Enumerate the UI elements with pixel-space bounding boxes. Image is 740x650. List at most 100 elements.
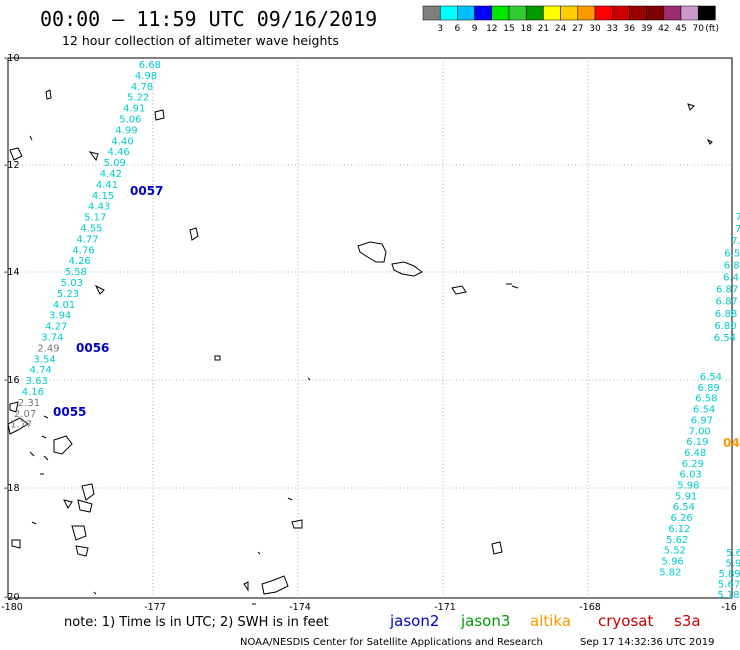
colorbar-label: 45 xyxy=(675,24,686,34)
colorbar-label: 9 xyxy=(472,24,478,34)
wave-height-value: 5.23 xyxy=(57,289,79,300)
wave-height-value: 4.98 xyxy=(135,71,157,82)
wave-height-value: 4.41 xyxy=(96,180,118,191)
wave-height-value: 4.77 xyxy=(76,234,98,245)
wave-height-value: 6.4 xyxy=(723,273,739,284)
colorbar-swatch xyxy=(560,5,579,21)
wave-height-value: 5.06 xyxy=(119,115,141,126)
lon-label: -174 xyxy=(289,602,311,613)
wave-height-value: 4.42 xyxy=(100,169,122,180)
colorbar-label: 3 xyxy=(437,24,443,34)
colorbar-label: 33 xyxy=(606,24,617,34)
wave-height-value: 6.87 xyxy=(716,285,738,296)
legend-jason2: jason2 xyxy=(389,612,439,630)
wave-height-value: 7.00 xyxy=(689,426,711,437)
colorbar-label: 6 xyxy=(455,24,461,34)
colorbar-swatch xyxy=(646,5,665,21)
footer-note: note: 1) Time is in UTC; 2) SWH is in fe… xyxy=(64,615,329,630)
island-outlines xyxy=(7,89,713,605)
wave-height-value: 6.97 xyxy=(691,415,713,426)
legend-s3a: s3a xyxy=(674,612,701,630)
wave-height-value: 4.76 xyxy=(72,245,94,256)
wave-height-value: 5.62 xyxy=(666,535,688,546)
legend-cryosat: cryosat xyxy=(598,612,653,630)
credit-text: NOAA/NESDIS Center for Satellite Applica… xyxy=(240,637,543,648)
wave-height-value: 6.54 xyxy=(693,405,715,416)
wave-height-value: 6.8 xyxy=(724,260,740,271)
lat-label: -18 xyxy=(4,483,20,494)
pass-time-label: 0056 xyxy=(76,341,109,355)
colorbar-swatch xyxy=(439,5,458,21)
wave-height-value: 4.99 xyxy=(115,125,137,136)
colorbar-swatch xyxy=(629,5,647,21)
wave-height-value: 7 xyxy=(736,212,740,223)
wave-height-value: 5.6 xyxy=(726,548,740,559)
wave-height-value: 6.80 xyxy=(714,321,736,332)
colorbar-label: 36 xyxy=(624,24,636,34)
wave-height-value: 6.89 xyxy=(698,383,720,394)
pass-time-label: 0057 xyxy=(130,184,163,198)
wave-height-value: 5.9 xyxy=(725,559,740,570)
wave-height-value: 6.48 xyxy=(684,448,706,459)
wave-height-value: 7 xyxy=(735,224,740,235)
wave-height-value: 6.58 xyxy=(695,394,717,405)
wave-height-value: 5.67 xyxy=(718,580,740,591)
colorbar-swatch xyxy=(543,5,561,21)
colorbar-label: 24 xyxy=(555,24,567,34)
colorbar-swatch xyxy=(697,5,716,21)
wave-height-value: 5.82 xyxy=(659,567,681,578)
wave-height-value: 5.89 xyxy=(719,569,740,580)
lat-label: -12 xyxy=(4,160,20,171)
altimeter-tracks: 6.684.984.785.224.915.064.994.404.465.09… xyxy=(10,60,740,601)
color-legend: 3 6 9 12 15 18 21 24 27 30 33 36 39 42 45 70 (ft) xyxy=(422,5,719,34)
lon-label: -168 xyxy=(579,602,601,613)
wave-height-value: 6.12 xyxy=(668,524,690,535)
wave-height-value: 5.18 xyxy=(717,590,739,601)
wave-height-value: 4.78 xyxy=(131,82,153,93)
colorbar-swatch xyxy=(611,5,630,21)
pass-time-label: 0055 xyxy=(53,405,86,419)
colorbar-swatch xyxy=(680,5,699,21)
colorbar-swatch xyxy=(663,5,682,21)
lat-label: -20 xyxy=(4,592,20,603)
wave-height-value: 1.77 xyxy=(10,420,32,431)
wave-height-value: 4.46 xyxy=(108,147,130,158)
wave-height-value: 7. xyxy=(731,236,740,247)
wave-height-value: 5.96 xyxy=(662,557,684,568)
wave-height-value: 6.5 xyxy=(724,248,740,259)
colorbar-swatch xyxy=(457,5,475,21)
colorbar-label: 21 xyxy=(538,24,549,34)
lat-label: -10 xyxy=(4,53,20,64)
colorbar-unit: (ft) xyxy=(705,24,719,34)
wave-height-value: 4.27 xyxy=(45,322,67,333)
wave-height-value: 6.03 xyxy=(680,470,702,481)
timestamp-text: Sep 17 14:32:36 UTC 2019 xyxy=(580,637,714,648)
wave-height-value: 6.88 xyxy=(715,309,737,320)
lon-label: -177 xyxy=(144,602,166,613)
wave-height-value: 4.40 xyxy=(111,136,133,147)
wave-height-value: 4.16 xyxy=(22,387,44,398)
colorbar-swatch xyxy=(525,5,544,21)
wave-height-value: 4.26 xyxy=(69,256,91,267)
map-frame xyxy=(7,57,733,599)
colorbar-label: 39 xyxy=(641,24,653,34)
grid-lines xyxy=(8,58,732,598)
wave-height-value: 5.22 xyxy=(127,93,149,104)
wave-height-value: 4.01 xyxy=(53,300,75,311)
colorbar-label: 12 xyxy=(486,24,497,34)
wave-height-value: 6.26 xyxy=(671,513,693,524)
lon-label: -180 xyxy=(1,602,23,613)
wave-height-value: 2.31 xyxy=(18,398,40,409)
wave-height-value: 5.17 xyxy=(84,213,106,224)
wave-height-value: 6.54 xyxy=(714,333,736,344)
wave-height-value: 4.43 xyxy=(88,202,110,213)
colorbar-label: 70 xyxy=(692,24,704,34)
lat-label: -16 xyxy=(4,375,20,386)
wave-height-value: 5.91 xyxy=(675,491,697,502)
wave-height-value: 6.68 xyxy=(139,60,161,71)
wave-height-value: 3.94 xyxy=(49,311,71,322)
colorbar-swatch xyxy=(577,5,596,21)
wave-height-value: 6.29 xyxy=(682,459,704,470)
wave-height-value: 6.19 xyxy=(686,437,708,448)
